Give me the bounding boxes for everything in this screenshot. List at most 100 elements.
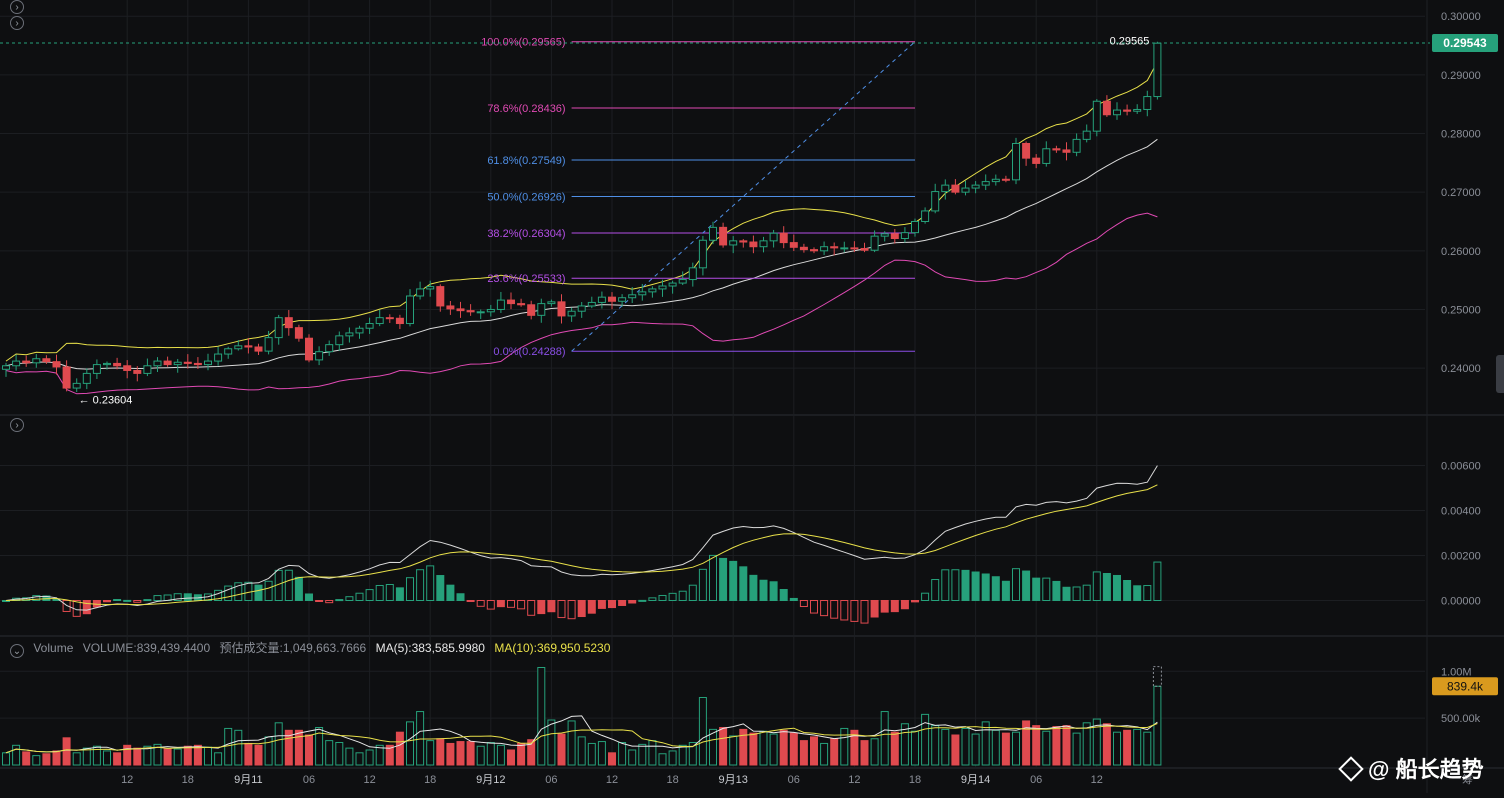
candle[interactable]	[729, 236, 738, 254]
candle[interactable]	[1143, 90, 1152, 117]
candle[interactable]	[42, 355, 51, 364]
candle[interactable]	[193, 357, 202, 369]
candle[interactable]	[880, 231, 889, 242]
candle[interactable]	[517, 298, 526, 307]
candle[interactable]	[1032, 154, 1041, 169]
candle[interactable]	[537, 298, 546, 323]
candle[interactable]	[436, 284, 445, 312]
candle[interactable]	[900, 227, 909, 243]
candle[interactable]	[82, 368, 91, 390]
candle[interactable]	[406, 289, 414, 327]
candle[interactable]	[385, 314, 394, 323]
candle[interactable]	[628, 286, 637, 303]
candle[interactable]	[143, 358, 152, 377]
candle[interactable]	[769, 229, 778, 248]
candle[interactable]	[315, 346, 324, 366]
candle[interactable]	[12, 354, 21, 371]
candle[interactable]	[103, 361, 111, 370]
candle[interactable]	[618, 294, 627, 307]
candle[interactable]	[375, 309, 384, 327]
candle[interactable]	[941, 179, 950, 200]
candle[interactable]	[294, 324, 303, 342]
candle[interactable]	[305, 334, 313, 363]
candle[interactable]	[1042, 141, 1051, 167]
candle[interactable]	[1072, 133, 1081, 157]
candle[interactable]	[810, 247, 818, 254]
candle[interactable]	[32, 354, 41, 368]
candle[interactable]	[72, 378, 81, 393]
candle[interactable]	[133, 366, 142, 382]
candle[interactable]	[668, 280, 677, 294]
candle[interactable]	[365, 317, 374, 334]
candle[interactable]	[1052, 145, 1061, 153]
candle[interactable]	[284, 310, 293, 336]
candle[interactable]	[446, 300, 455, 315]
candle[interactable]	[355, 325, 364, 339]
candle[interactable]	[719, 222, 728, 248]
candle[interactable]	[658, 279, 667, 297]
candle[interactable]	[840, 241, 849, 253]
candle[interactable]	[951, 179, 960, 195]
candle[interactable]	[961, 180, 970, 196]
candle[interactable]	[981, 174, 990, 191]
candle[interactable]	[921, 207, 930, 224]
candle[interactable]	[1113, 102, 1121, 120]
candle[interactable]	[274, 314, 283, 345]
candle[interactable]	[123, 360, 132, 379]
candle[interactable]	[779, 226, 788, 249]
candle[interactable]	[52, 354, 61, 375]
candle[interactable]	[204, 353, 212, 371]
candle[interactable]	[1082, 124, 1091, 143]
candle[interactable]	[890, 229, 899, 244]
candle[interactable]	[547, 299, 556, 307]
candle[interactable]	[789, 234, 798, 252]
candle[interactable]	[911, 218, 919, 237]
candle[interactable]	[2, 362, 10, 377]
candle[interactable]	[113, 357, 122, 370]
candle[interactable]	[416, 281, 425, 300]
candle[interactable]	[153, 357, 162, 373]
candle[interactable]	[638, 283, 647, 301]
candle[interactable]	[254, 343, 263, 356]
candle[interactable]	[608, 292, 616, 310]
candle[interactable]	[183, 354, 192, 369]
candle[interactable]	[335, 331, 344, 351]
candle[interactable]	[395, 314, 404, 330]
candle[interactable]	[224, 346, 233, 359]
candle[interactable]	[648, 286, 657, 298]
candle[interactable]	[1001, 175, 1010, 183]
candle[interactable]	[820, 241, 829, 256]
candle[interactable]	[557, 294, 566, 324]
candle[interactable]	[587, 296, 596, 309]
candle[interactable]	[830, 242, 839, 256]
candle[interactable]	[244, 338, 253, 354]
candle[interactable]	[698, 235, 707, 276]
candle[interactable]	[1012, 137, 1020, 185]
candle[interactable]	[860, 242, 869, 253]
candle[interactable]	[1123, 104, 1132, 116]
candle[interactable]	[466, 304, 475, 316]
candle[interactable]	[62, 360, 71, 392]
candle[interactable]	[476, 309, 485, 319]
candle[interactable]	[22, 355, 31, 367]
candle[interactable]	[971, 181, 980, 194]
candle[interactable]	[991, 174, 1000, 186]
collapse-macd-panel-icon[interactable]: ›	[10, 418, 24, 432]
candle[interactable]	[567, 307, 576, 322]
candle[interactable]	[1022, 141, 1031, 166]
candle[interactable]	[426, 280, 435, 297]
candle[interactable]	[325, 340, 334, 356]
candle[interactable]	[486, 304, 495, 317]
candle[interactable]	[527, 300, 536, 320]
candle[interactable]	[1062, 142, 1071, 161]
candle[interactable]	[931, 183, 940, 214]
candle[interactable]	[456, 301, 465, 318]
candle[interactable]	[870, 230, 879, 253]
candle[interactable]	[173, 358, 182, 373]
candle[interactable]	[264, 330, 273, 355]
candle[interactable]	[507, 292, 515, 310]
candle[interactable]	[1153, 41, 1162, 100]
candle[interactable]	[688, 262, 697, 287]
candle[interactable]	[92, 359, 101, 379]
